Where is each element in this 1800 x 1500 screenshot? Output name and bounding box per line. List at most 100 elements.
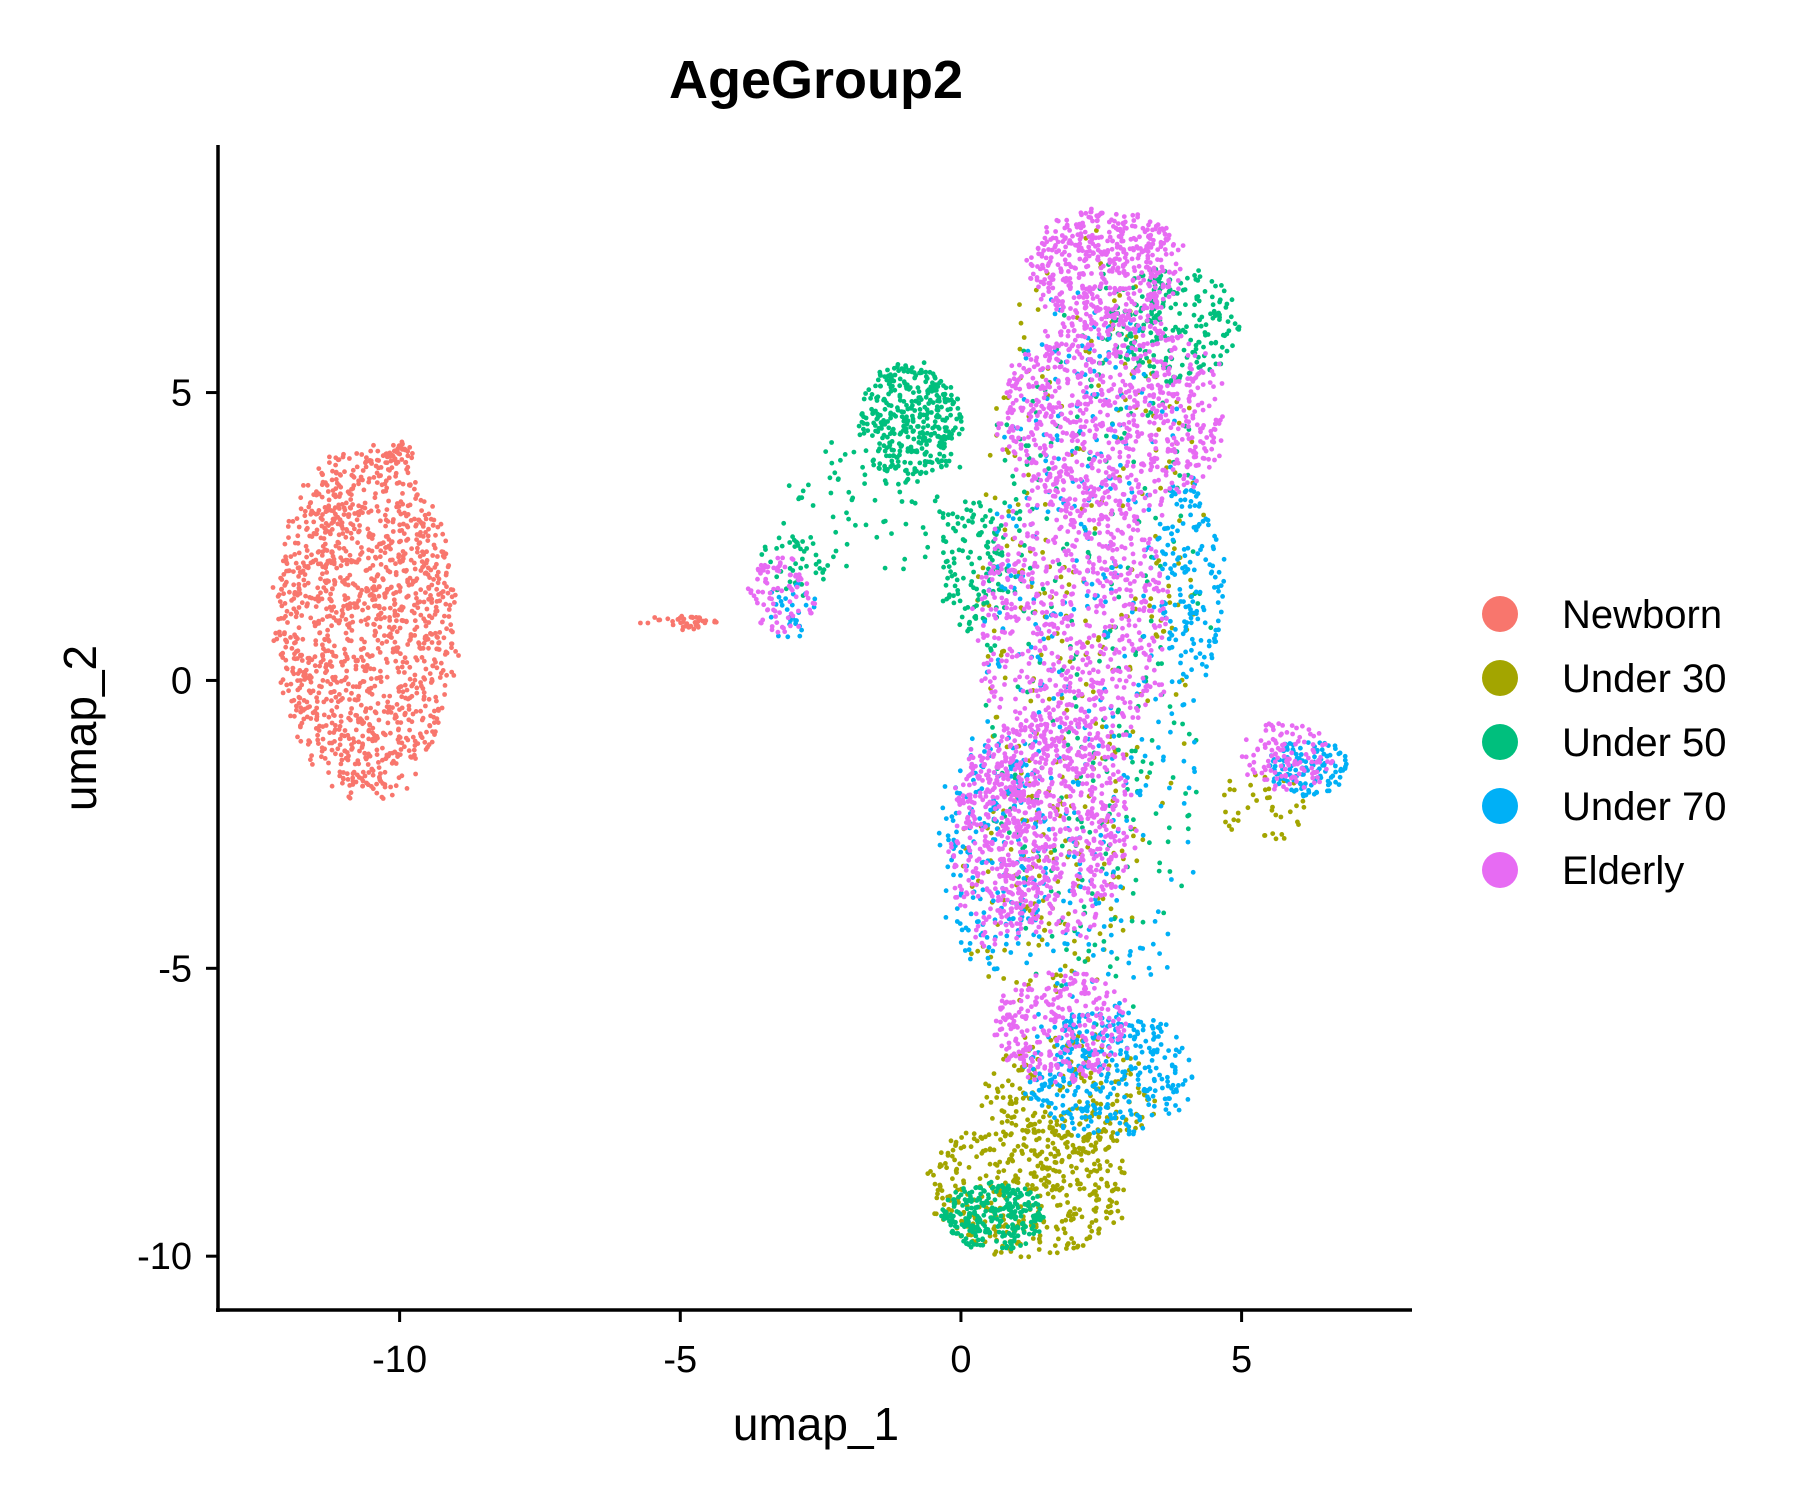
point bbox=[1090, 778, 1096, 784]
point bbox=[320, 724, 326, 729]
point bbox=[343, 534, 349, 540]
point bbox=[899, 409, 904, 415]
point bbox=[1051, 1167, 1056, 1173]
point bbox=[395, 446, 401, 451]
point bbox=[1097, 353, 1103, 359]
point bbox=[1217, 312, 1222, 318]
point bbox=[1185, 1097, 1191, 1102]
point bbox=[1173, 637, 1179, 643]
point bbox=[1185, 275, 1190, 281]
point bbox=[974, 1154, 979, 1160]
point bbox=[829, 440, 834, 445]
point bbox=[1267, 795, 1272, 800]
point bbox=[1072, 1092, 1077, 1098]
point bbox=[290, 519, 296, 524]
point bbox=[395, 720, 400, 725]
point bbox=[937, 1162, 943, 1167]
point bbox=[389, 465, 395, 471]
point bbox=[328, 681, 334, 687]
point bbox=[418, 587, 424, 593]
point bbox=[288, 681, 294, 687]
point bbox=[422, 739, 428, 745]
point bbox=[935, 407, 941, 413]
point bbox=[1175, 557, 1180, 562]
point bbox=[1064, 1018, 1069, 1024]
point bbox=[1017, 1190, 1023, 1196]
point bbox=[963, 1236, 969, 1242]
point bbox=[1055, 1182, 1060, 1188]
point bbox=[390, 627, 395, 632]
point bbox=[430, 663, 436, 669]
point bbox=[331, 689, 337, 694]
point bbox=[1116, 1081, 1122, 1086]
point bbox=[328, 508, 334, 513]
point bbox=[851, 449, 857, 455]
point bbox=[951, 556, 957, 561]
point bbox=[1126, 1124, 1132, 1130]
point bbox=[1022, 1091, 1028, 1097]
point bbox=[411, 747, 417, 753]
point bbox=[393, 658, 399, 664]
point bbox=[954, 1224, 960, 1230]
point bbox=[343, 500, 349, 506]
point bbox=[1077, 1121, 1082, 1127]
point bbox=[1112, 1181, 1118, 1187]
point bbox=[939, 464, 944, 470]
point bbox=[309, 552, 314, 558]
point bbox=[988, 830, 994, 836]
point bbox=[899, 366, 905, 371]
point bbox=[397, 558, 402, 564]
point bbox=[345, 489, 351, 495]
point bbox=[1104, 1159, 1110, 1164]
point bbox=[1203, 672, 1209, 678]
point bbox=[1113, 365, 1118, 370]
point bbox=[1103, 285, 1109, 291]
point bbox=[1042, 1165, 1047, 1171]
point bbox=[1199, 543, 1205, 549]
point bbox=[1196, 521, 1202, 527]
point bbox=[338, 761, 344, 767]
point bbox=[400, 481, 406, 487]
point bbox=[363, 568, 369, 573]
point bbox=[1064, 1088, 1070, 1094]
point bbox=[935, 1191, 940, 1197]
point bbox=[344, 527, 349, 532]
point bbox=[333, 511, 338, 517]
point bbox=[363, 706, 369, 712]
point bbox=[332, 505, 338, 511]
point bbox=[412, 738, 418, 744]
point bbox=[1086, 942, 1092, 947]
point bbox=[889, 458, 895, 464]
point bbox=[327, 730, 333, 736]
point bbox=[394, 629, 400, 635]
point bbox=[1193, 589, 1199, 595]
point bbox=[957, 622, 963, 628]
point bbox=[390, 519, 396, 525]
point bbox=[1046, 1100, 1052, 1106]
point bbox=[968, 549, 973, 555]
point bbox=[423, 703, 428, 709]
point bbox=[373, 554, 378, 560]
point bbox=[902, 556, 908, 562]
point bbox=[944, 463, 949, 468]
point bbox=[974, 1138, 980, 1144]
point bbox=[1201, 512, 1206, 518]
point bbox=[1074, 1037, 1080, 1043]
point bbox=[337, 742, 343, 748]
point bbox=[1073, 704, 1079, 709]
point bbox=[1146, 1064, 1152, 1070]
point bbox=[1021, 1230, 1027, 1235]
point bbox=[995, 581, 1001, 587]
point bbox=[1117, 354, 1123, 360]
point bbox=[844, 541, 850, 547]
point bbox=[352, 526, 357, 532]
point bbox=[897, 376, 903, 382]
point bbox=[976, 592, 982, 598]
point bbox=[321, 585, 327, 590]
point bbox=[1165, 1074, 1170, 1080]
point bbox=[1171, 720, 1177, 726]
point bbox=[1167, 645, 1172, 651]
point bbox=[942, 425, 948, 431]
point bbox=[905, 406, 911, 412]
point bbox=[983, 1208, 989, 1214]
